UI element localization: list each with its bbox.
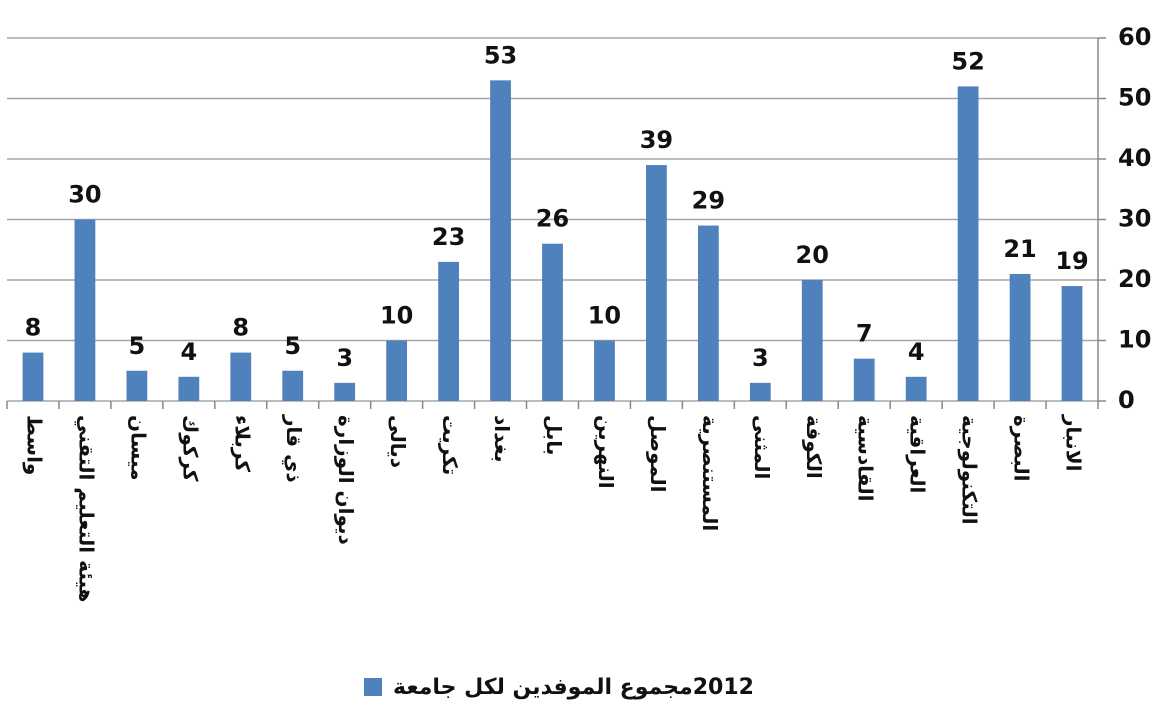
data-label: 30 [68,181,101,209]
bar [438,261,459,401]
legend-swatch [364,678,382,696]
x-tick-label: النهرين [594,415,618,489]
x-tick-label: المثنى [750,415,774,479]
data-label: 3 [336,344,353,372]
bar [334,382,356,401]
x-tick-label: هيئة التعليم التقني [73,415,98,602]
bar [1061,286,1083,401]
x-tick-label: الموصل [646,415,670,493]
bar [74,219,96,401]
y-tick-label: 30 [1118,205,1151,233]
x-tick-label: كربلاء [230,415,254,472]
y-tick-label: 50 [1118,84,1151,112]
data-label: 8 [25,314,42,342]
bar [905,376,927,401]
bar [542,243,563,401]
data-label: 4 [908,338,925,366]
y-tick-label: 20 [1118,265,1151,293]
x-tick-label: ميسان [126,415,150,480]
bar [646,165,667,401]
x-tick-label: واسط [22,415,46,475]
y-tick-label: 60 [1118,23,1151,51]
data-label: 39 [640,126,673,154]
bar [853,358,875,401]
bar [594,340,615,401]
x-tick-label: تكريت [438,415,462,475]
data-label: 8 [232,314,249,342]
y-tick-label: 40 [1118,144,1151,172]
x-tick-label: القادسية [854,415,878,502]
x-tick-label: العراقية [906,415,930,493]
data-label: 23 [432,223,465,251]
x-tick-label: المستنصرية [698,415,722,531]
legend-label: 2012مجموع الموفدين لكل جامعة [393,675,754,700]
bar [126,370,148,401]
bar [749,382,771,401]
bar [801,280,823,401]
data-label: 10 [380,302,413,330]
x-tick-label: ديالى [386,415,410,468]
data-label: 3 [752,344,769,372]
data-label: 20 [796,241,829,269]
data-label: 10 [588,302,621,330]
data-label: 5 [129,332,146,360]
data-label: 21 [1003,235,1036,263]
y-tick-label: 0 [1118,386,1135,414]
x-tick-label: كركوك [178,415,202,482]
data-label: 7 [856,320,873,348]
data-label: 52 [951,47,984,75]
bar [697,225,719,401]
x-tick-label: التكنولوجية [958,415,982,525]
bar [957,86,979,402]
bar [386,340,408,401]
data-label: 26 [536,205,569,233]
x-tick-label: ذي قار [281,414,306,483]
data-label: 29 [692,187,725,215]
data-label: 5 [284,332,301,360]
bar [178,376,200,401]
bar [230,352,252,401]
data-label: 53 [484,41,517,69]
x-tick-label: الانبار [1062,414,1086,471]
bar [1009,273,1031,401]
x-tick-label: بغداد [490,415,514,462]
bar [282,370,304,401]
bar [490,80,511,401]
x-tick-label: ديوان الوزارة [334,415,358,545]
y-tick-label: 10 [1118,326,1151,354]
data-label: 4 [180,338,197,366]
x-tick-label: الكوفة [802,415,826,479]
x-tick-label: البصرة [1010,415,1034,481]
x-tick-label: بابل [542,415,566,455]
bar [22,352,44,401]
data-label: 19 [1055,247,1088,275]
